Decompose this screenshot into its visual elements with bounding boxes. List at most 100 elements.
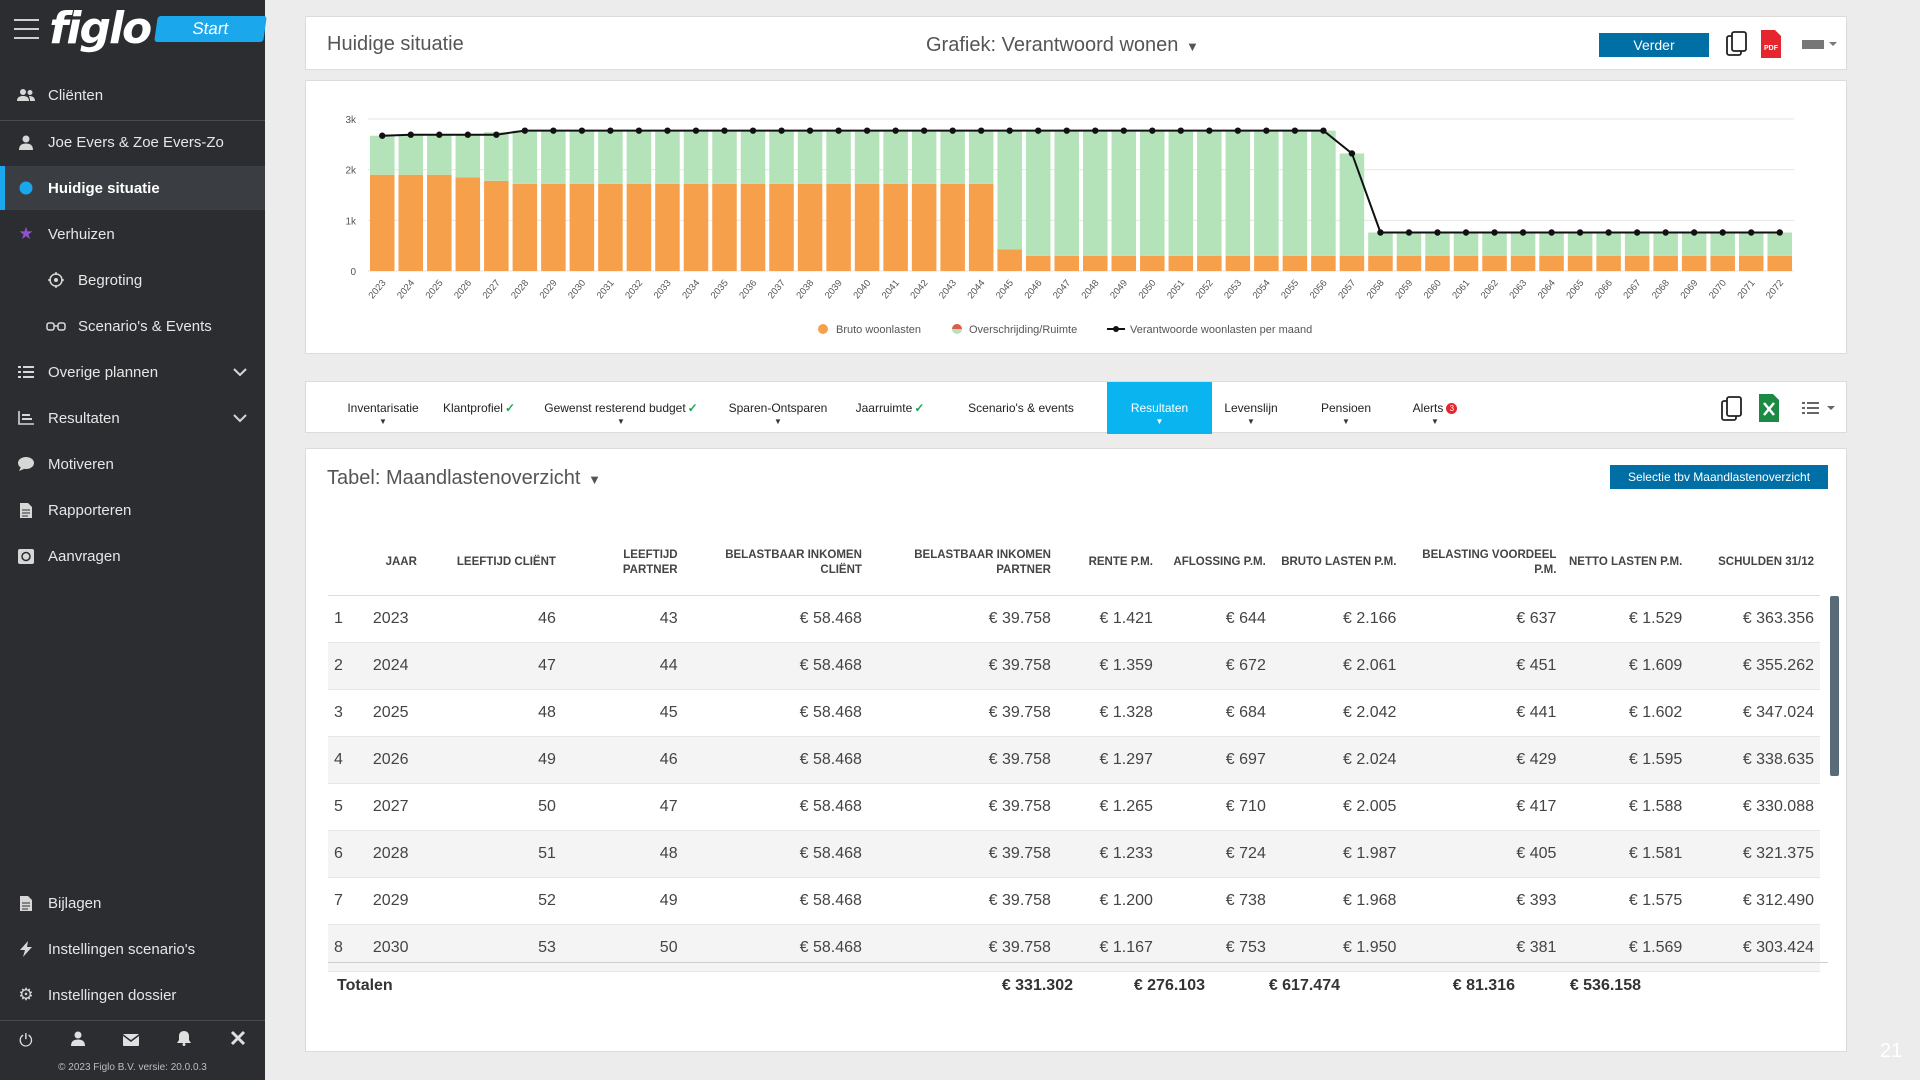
tab-resultaten[interactable]: Resultaten ▼ <box>1107 382 1212 434</box>
table-row[interactable]: 8 2030 53 50 € 58.468 € 39.758 € 1.167 € 753 € 1… <box>328 924 1820 972</box>
tab-inventarisatie[interactable]: Inventarisatie ▼ <box>328 382 438 434</box>
bar-bruto-woonlasten <box>1767 255 1793 271</box>
tools-icon[interactable] <box>230 1030 246 1051</box>
table-row[interactable]: 6 2028 51 48 € 58.468 € 39.758 € 1.233 € 724 € 1… <box>328 830 1820 878</box>
tab-jaarruimte[interactable]: Jaarruimte ✓ <box>842 382 938 434</box>
grafiek-selector[interactable]: Grafiek: Verantwoord wonen ▼ <box>926 34 1199 57</box>
column-header[interactable] <box>328 532 367 596</box>
sidebar-item-resultaten[interactable]: Resultaten <box>0 396 265 440</box>
x-tick-label: 2033 <box>652 278 674 301</box>
chevron-down-icon[interactable] <box>233 364 247 380</box>
hamburger-menu-icon[interactable] <box>14 19 40 39</box>
line-point <box>664 127 671 134</box>
tab-alerts[interactable]: Alerts 3 ▼ <box>1401 382 1469 434</box>
column-header[interactable]: AFLOSSING P.M. <box>1158 532 1272 596</box>
bar-overschrijding <box>1339 153 1365 256</box>
sidebar-item-rapporteren[interactable]: Rapporteren <box>0 488 265 532</box>
tab-levenslijn[interactable]: Levenslijn ▼ <box>1214 382 1288 434</box>
table-row[interactable]: 3 2025 48 45 € 58.468 € 39.758 € 1.328 € 684 € 2… <box>328 689 1820 737</box>
table-cell: € 1.609 <box>1562 642 1689 690</box>
bar-bruto-woonlasten <box>541 183 566 271</box>
chevron-down-icon[interactable] <box>233 410 247 426</box>
line-point <box>1035 127 1042 134</box>
sidebar-item-aanvragen[interactable]: Aanvragen <box>0 534 265 578</box>
column-header[interactable]: BELASTING VOORDEEL P.M. <box>1402 532 1563 596</box>
sidebar-item-label: Instellingen scenario's <box>48 940 196 958</box>
table-row[interactable]: 2 2024 47 44 € 58.468 € 39.758 € 1.359 € 672 € 2… <box>328 642 1820 690</box>
table-row[interactable]: 1 2023 46 43 € 58.468 € 39.758 € 1.421 € 644 € 2… <box>328 595 1820 643</box>
tab-gewenst-resterend-budget[interactable]: Gewenst resterend budget ✓ ▼ <box>530 382 712 434</box>
table-cell: € 39.758 <box>867 736 1057 784</box>
column-header[interactable]: LEEFTIJD PARTNER <box>561 532 684 596</box>
table-cell: 6 <box>328 830 367 878</box>
sidebar-item-huidige-situatie[interactable]: Huidige situatie <box>0 166 265 210</box>
line-point <box>835 127 842 134</box>
caret-down-icon: ▼ <box>1247 417 1255 426</box>
caret-down-icon: ▼ <box>1155 417 1164 426</box>
pdf-icon[interactable]: PDF <box>1761 30 1781 58</box>
file-icon <box>16 893 36 913</box>
list-options-icon[interactable] <box>1800 400 1840 416</box>
column-header[interactable]: RENTE P.M. <box>1056 532 1159 596</box>
caret-down-icon: ▼ <box>379 417 387 426</box>
table-selector[interactable]: Tabel: Maandlastenoverzicht ▼ <box>327 467 601 490</box>
x-tick-label: 2032 <box>623 278 645 301</box>
column-header[interactable]: SCHULDEN 31/12 <box>1688 532 1820 596</box>
table-cell: € 381 <box>1402 924 1563 972</box>
sidebar-item-overige-plannen[interactable]: Overige plannen <box>0 350 265 394</box>
sidebar-item-instellingen-dossier[interactable]: ⚙ Instellingen dossier <box>0 973 265 1017</box>
copy-icon[interactable] <box>1726 31 1748 57</box>
table-cell: € 1.968 <box>1271 877 1403 925</box>
selectie-button[interactable]: Selectie tbv Maandlastenoverzicht <box>1610 465 1828 489</box>
line-point <box>1605 229 1612 236</box>
table-row[interactable]: 5 2027 50 47 € 58.468 € 39.758 € 1.265 € 710 € 2… <box>328 783 1820 831</box>
table-cell: € 330.088 <box>1688 783 1820 831</box>
power-icon[interactable]: ⏻ <box>19 1030 33 1050</box>
bell-icon[interactable] <box>177 1030 192 1051</box>
column-header[interactable]: NETTO LASTEN P.M. <box>1562 532 1689 596</box>
tab-sparen-ontsparen[interactable]: Sparen-Ontsparen ▼ <box>716 382 840 434</box>
sidebar-item-label: Resultaten <box>48 409 120 427</box>
sidebar-item-label: Overige plannen <box>48 363 159 381</box>
bar-bruto-woonlasten <box>369 174 395 271</box>
table-cell: € 39.758 <box>867 595 1057 643</box>
column-header[interactable]: BRUTO LASTEN P.M. <box>1271 532 1403 596</box>
sidebar-item-bijlagen[interactable]: Bijlagen <box>0 881 265 925</box>
sidebar-item-verhuizen[interactable]: ★ Verhuizen <box>0 212 265 256</box>
table-scrollbar[interactable] <box>1830 596 1839 776</box>
tab-scenario-s-events[interactable]: Scenario's & events <box>942 382 1100 434</box>
table-cell: 44 <box>561 642 684 690</box>
bar-overschrijding <box>911 130 937 184</box>
sidebar-item-scenarios-events[interactable]: Scenario's & Events <box>0 304 265 348</box>
tab-klantprofiel[interactable]: Klantprofiel ✓ <box>431 382 527 434</box>
column-header[interactable]: BELASTBAAR INKOMEN CLIËNT <box>683 532 868 596</box>
excel-icon[interactable] <box>1759 394 1779 422</box>
bar-bruto-woonlasten <box>1710 255 1735 271</box>
table-row[interactable]: 7 2029 52 49 € 58.468 € 39.758 € 1.200 € 738 € 1… <box>328 877 1820 925</box>
table-cell: € 355.262 <box>1688 642 1820 690</box>
user-icon[interactable] <box>70 1031 85 1051</box>
mail-icon[interactable] <box>122 1031 140 1051</box>
tab-pensioen[interactable]: Pensioen ▼ <box>1291 382 1401 434</box>
column-header[interactable]: BELASTBAAR INKOMEN PARTNER <box>867 532 1057 596</box>
column-header[interactable]: LEEFTIJD CLIËNT <box>435 532 562 596</box>
verder-button[interactable]: Verder <box>1599 33 1709 57</box>
sidebar-item-clienten[interactable]: Cliënten <box>0 73 265 117</box>
start-button[interactable]: Start <box>154 16 267 42</box>
x-tick-label: 2068 <box>1650 278 1672 301</box>
display-menu-icon[interactable] <box>1800 37 1840 51</box>
circle-icon <box>16 178 36 198</box>
table-cell: 50 <box>561 924 684 972</box>
sidebar-item-instellingen-scenarios[interactable]: Instellingen scenario's <box>0 927 265 971</box>
sidebar-item-client-name[interactable]: Joe Evers & Zoe Evers-Zo <box>0 120 265 164</box>
table-row[interactable]: 4 2026 49 46 € 58.468 € 39.758 € 1.297 € 697 € 2… <box>328 736 1820 784</box>
x-tick-label: 2030 <box>566 278 588 301</box>
bar-bruto-woonlasten <box>1168 255 1194 271</box>
column-header[interactable]: JAAR <box>366 532 436 596</box>
copy-icon[interactable] <box>1721 396 1743 422</box>
bar-bruto-woonlasten <box>1339 255 1365 271</box>
check-icon: ✓ <box>914 401 925 415</box>
sidebar-item-begroting[interactable]: Begroting <box>0 258 265 302</box>
bar-bruto-woonlasten <box>398 174 424 271</box>
sidebar-item-motiveren[interactable]: Motiveren <box>0 442 265 486</box>
